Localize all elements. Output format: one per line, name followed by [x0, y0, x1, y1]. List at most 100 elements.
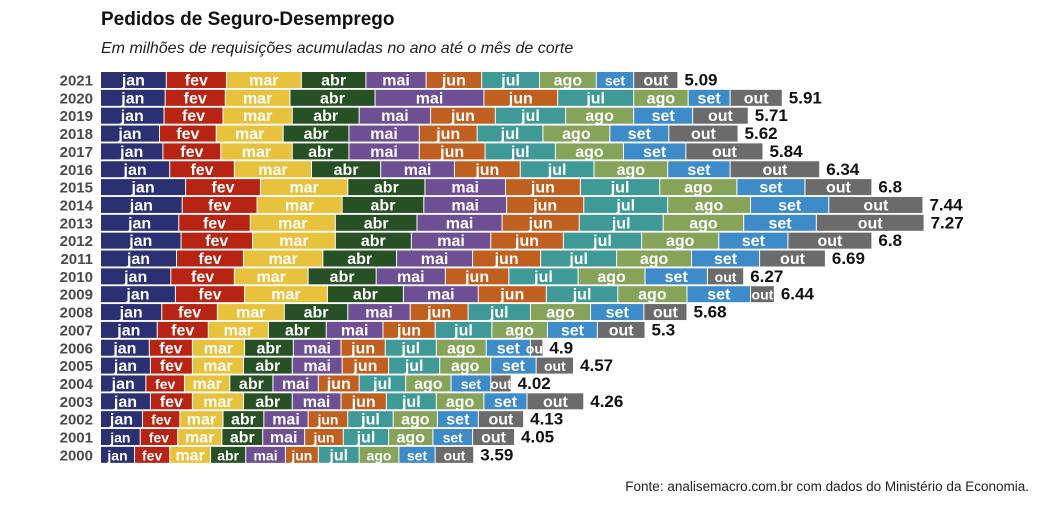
bar-segment-jun	[454, 161, 520, 178]
total-label: 3.59	[480, 445, 513, 464]
segment-label: ago	[554, 73, 583, 90]
bar-segment-set	[484, 393, 527, 410]
segment-label: mar	[243, 108, 272, 125]
bar-segment-abr	[342, 196, 424, 213]
bar-segment-mai	[292, 357, 342, 374]
segment-label: out	[715, 269, 737, 285]
segment-label: set	[407, 447, 428, 463]
segment-label: fev	[182, 108, 205, 125]
segment-label: jul	[500, 126, 520, 143]
bar-segment-jul	[584, 196, 668, 213]
segment-label: jan	[109, 430, 130, 446]
bar-segment-out	[530, 339, 543, 356]
total-label: 4.26	[590, 392, 623, 411]
bar-segment-ago	[436, 339, 486, 356]
segment-label: set	[643, 144, 667, 161]
bar-segment-mai	[424, 196, 507, 213]
segment-label: jul	[568, 251, 588, 268]
segment-label: ago	[647, 90, 676, 107]
segment-label: out	[863, 197, 889, 214]
segment-label: mai	[270, 430, 298, 447]
segment-label: mar	[185, 430, 214, 447]
bar-segment-mar	[234, 161, 311, 178]
segment-label: jan	[113, 394, 137, 411]
bar-segment-set	[610, 125, 669, 142]
bar-segment-out	[829, 196, 923, 213]
segment-label: abr	[321, 73, 346, 90]
bar-segment-set	[719, 232, 788, 249]
segment-label: out	[762, 162, 788, 179]
bar-segment-abr	[211, 446, 246, 463]
bar-segment-jul	[563, 232, 642, 249]
bar-segment-jul	[509, 268, 578, 285]
bar-segment-jun	[419, 143, 485, 160]
bar-segment-set	[751, 196, 829, 213]
bar-segment-jul	[546, 286, 618, 303]
segment-label: set	[443, 430, 464, 446]
segment-label: mai	[427, 287, 455, 304]
segment-label: out	[526, 340, 548, 356]
bar-segment-mai	[263, 429, 305, 445]
bar-segment-jan	[101, 429, 140, 445]
bar-segment-fev	[186, 179, 260, 196]
bar-segment-mar	[192, 357, 243, 374]
segment-label: jul	[356, 430, 376, 447]
segment-label: set	[698, 90, 722, 107]
segment-label: jan	[109, 412, 133, 429]
segment-label: out	[653, 305, 679, 322]
bar-segment-jan	[101, 143, 163, 160]
bar-segment-mar	[180, 411, 223, 428]
bar-segment-out	[788, 232, 872, 249]
bar-segment-jul	[580, 179, 660, 196]
bar-segment-jun	[318, 375, 359, 392]
total-label: 4.02	[518, 374, 551, 393]
bar-segment-jun	[341, 339, 385, 356]
bar-segment-fev	[164, 107, 223, 124]
segment-label: jun	[528, 215, 553, 232]
segment-label: mai	[437, 233, 465, 250]
segment-label: ago	[505, 322, 534, 339]
segment-label: mai	[272, 412, 300, 429]
segment-label: fev	[191, 269, 214, 286]
bar-segment-set	[547, 321, 597, 338]
bar-segment-jul	[343, 429, 389, 445]
segment-label: abr	[230, 430, 255, 447]
segment-label: mai	[416, 90, 444, 107]
bar-segment-jun	[431, 107, 495, 124]
segment-label: abr	[304, 126, 329, 143]
segment-label: ago	[367, 447, 392, 463]
segment-label: mar	[224, 322, 253, 339]
bar-segment-jun	[305, 429, 343, 445]
segment-label: ago	[689, 215, 718, 232]
bar-segment-ago	[618, 286, 687, 303]
year-label: 2015	[60, 180, 93, 197]
total-label: 7.44	[929, 195, 963, 214]
segment-label: mar	[192, 376, 221, 393]
segment-label: mar	[289, 180, 318, 197]
bar-segment-mai	[381, 161, 454, 178]
segment-label: out	[712, 144, 738, 161]
segment-label: abr	[330, 269, 355, 286]
segment-label: jun	[290, 447, 312, 463]
segment-label: jul	[404, 358, 424, 375]
segment-label: mai	[421, 251, 449, 268]
year-label: 2014	[60, 197, 94, 214]
bar-segment-fev	[175, 286, 245, 303]
segment-label: mar	[279, 233, 308, 250]
bar-segment-jul	[468, 304, 530, 321]
segment-label: abr	[308, 144, 333, 161]
bar-segment-fev	[135, 446, 170, 463]
bar-segment-set	[623, 143, 686, 160]
bar-segment-set	[688, 89, 730, 106]
bar-segment-out	[730, 161, 820, 178]
bar-segment-set	[737, 179, 805, 196]
bar-segment-jan	[101, 250, 177, 267]
bar-segment-mar	[250, 214, 335, 231]
bar-segment-mar	[184, 375, 230, 392]
segment-label: ago	[638, 287, 667, 304]
segment-label: fev	[171, 322, 194, 339]
bar-segment-ago	[634, 89, 688, 106]
bar-segment-mar	[226, 72, 301, 88]
bar-segment-fev	[165, 89, 225, 106]
bar-segment-mai	[326, 321, 383, 338]
